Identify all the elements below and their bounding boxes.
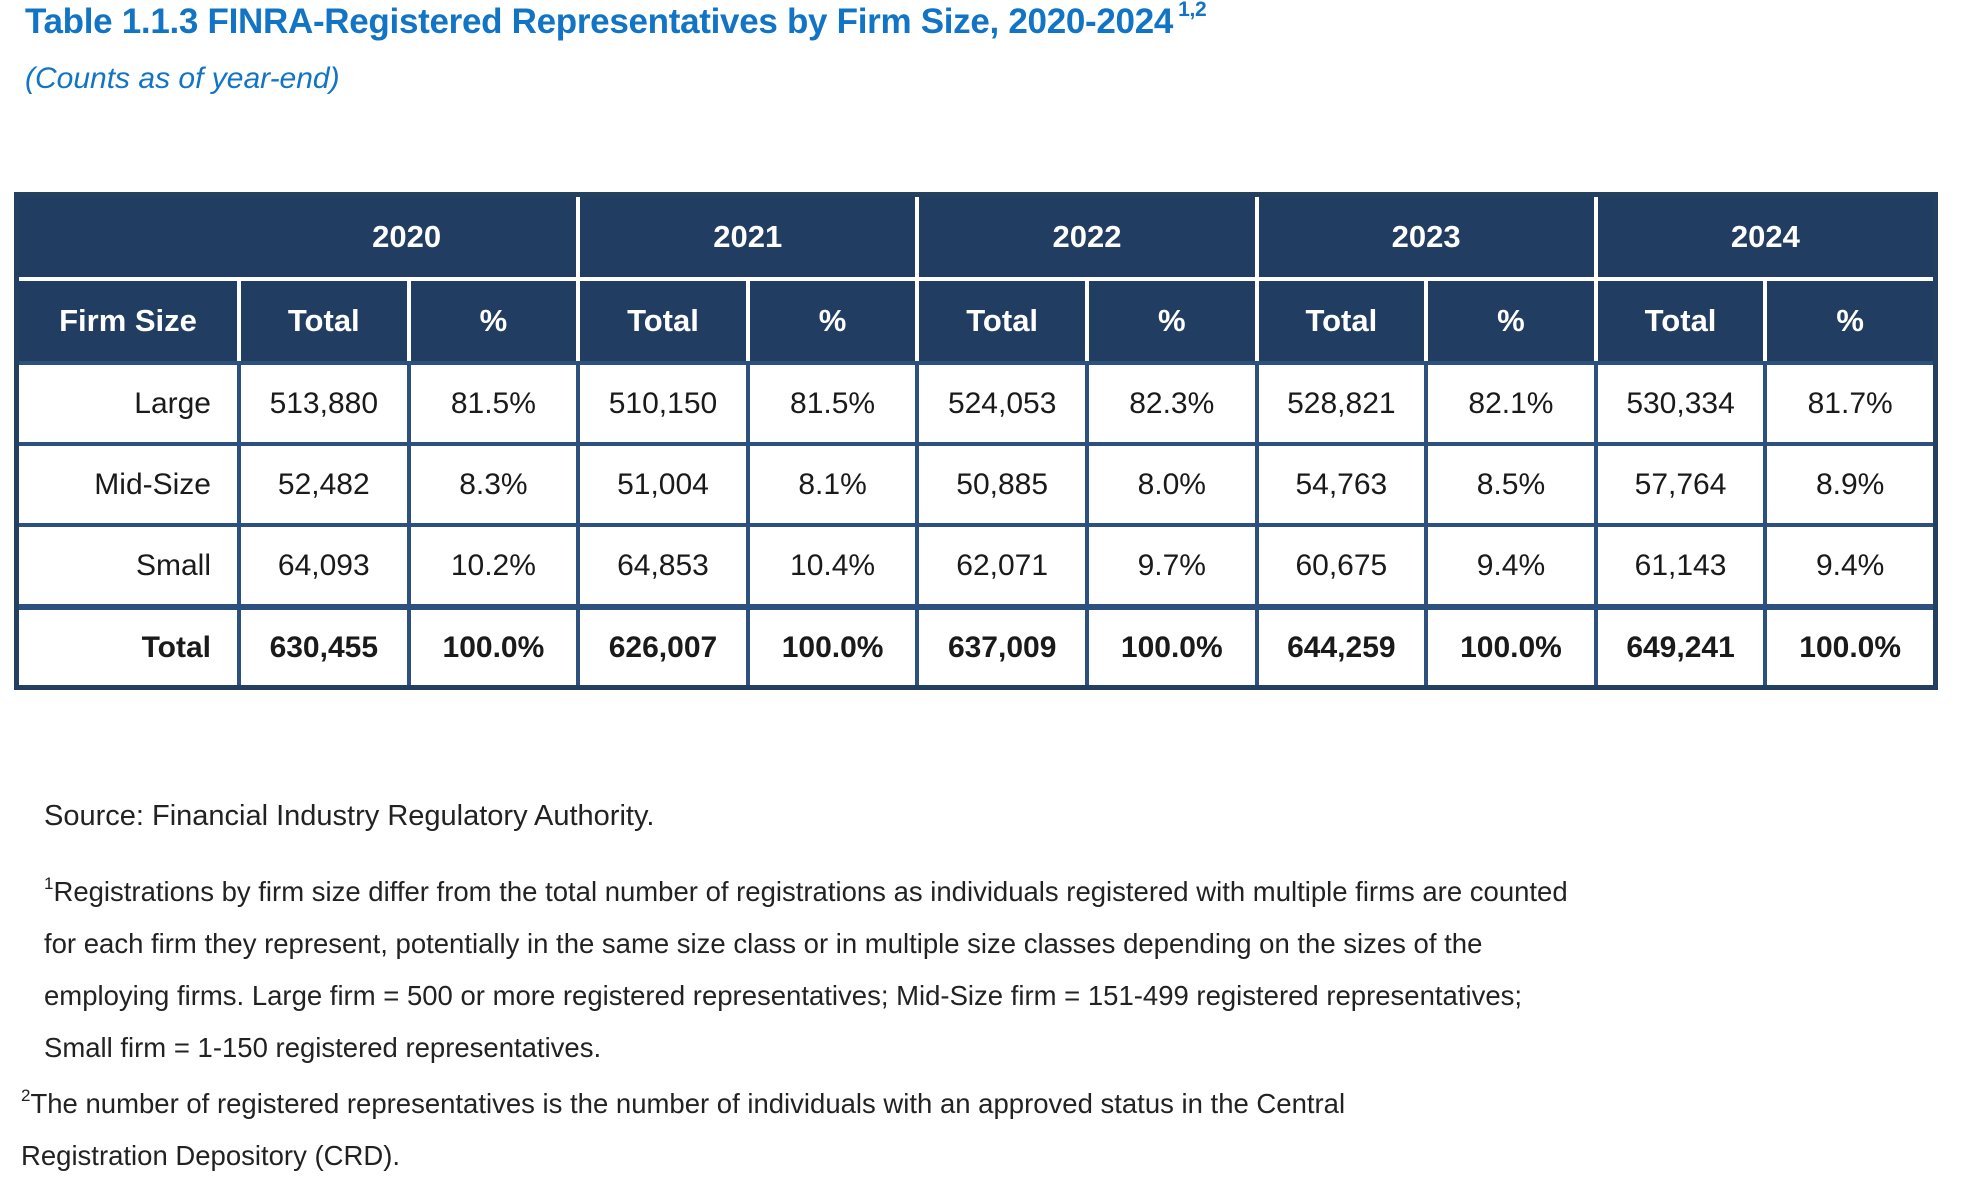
cell-large-2022-total: 524,053 <box>915 361 1085 442</box>
cell-small-2022-pct: 9.7% <box>1084 523 1255 604</box>
cell-large-2020-total: 513,880 <box>237 361 407 442</box>
cell-total-2024-pct: 100.0% <box>1763 604 1933 685</box>
cell-mid-2024-total: 57,764 <box>1593 442 1764 523</box>
cell-total-2022-pct: 100.0% <box>1084 604 1255 685</box>
column-header-row: Firm Size Total % Total % Total % Total … <box>19 281 1933 361</box>
cell-total-2024-total: 649,241 <box>1593 604 1764 685</box>
cell-mid-2020-pct: 8.3% <box>406 442 577 523</box>
footnote-1-marker: 1 <box>44 873 54 893</box>
cell-mid-2024-pct: 8.9% <box>1763 442 1933 523</box>
footnote-1: 1Registrations by firm size differ from … <box>44 866 1574 1074</box>
cell-large-2024-total: 530,334 <box>1593 361 1764 442</box>
row-label-large: Large <box>19 361 237 442</box>
table-row-small: Small 64,093 10.2% 64,853 10.4% 62,071 9… <box>19 523 1933 604</box>
cell-mid-2022-total: 50,885 <box>915 442 1085 523</box>
cell-total-2020-total: 630,455 <box>237 604 407 685</box>
cell-small-2024-total: 61,143 <box>1593 523 1764 604</box>
cell-mid-2021-pct: 8.1% <box>745 442 916 523</box>
cell-small-2022-total: 62,071 <box>915 523 1085 604</box>
title-footnote-superscript: 1,2 <box>1178 0 1207 22</box>
cell-large-2023-total: 528,821 <box>1254 361 1425 442</box>
column-header-total-2022: Total <box>915 281 1085 361</box>
column-header-total-2021: Total <box>576 281 746 361</box>
footnote-2-text: The number of registered representatives… <box>21 1088 1346 1171</box>
table-row-large: Large 513,880 81.5% 510,150 81.5% 524,05… <box>19 361 1933 442</box>
footnote-2: 2The number of registered representative… <box>21 1078 1466 1182</box>
cell-mid-2023-total: 54,763 <box>1254 442 1425 523</box>
year-header-2021: 2021 <box>576 197 916 281</box>
cell-small-2023-total: 60,675 <box>1254 523 1425 604</box>
year-header-2020: 2020 <box>237 197 577 281</box>
cell-small-2024-pct: 9.4% <box>1763 523 1933 604</box>
page-title: Table 1.1.3 FINRA-Registered Representat… <box>25 0 1207 42</box>
column-header-pct-2023: % <box>1424 281 1594 361</box>
year-header-2024: 2024 <box>1593 197 1933 281</box>
row-label-total: Total <box>19 604 237 685</box>
cell-large-2020-pct: 81.5% <box>406 361 577 442</box>
cell-mid-2022-pct: 8.0% <box>1084 442 1255 523</box>
row-label-mid-size: Mid-Size <box>19 442 237 523</box>
column-header-pct-2024: % <box>1763 281 1933 361</box>
column-header-firm-size: Firm Size <box>19 281 237 361</box>
year-header-2023: 2023 <box>1254 197 1594 281</box>
column-header-total-2020: Total <box>237 281 407 361</box>
table-row-mid-size: Mid-Size 52,482 8.3% 51,004 8.1% 50,885 … <box>19 442 1933 523</box>
column-header-total-2024: Total <box>1593 281 1764 361</box>
cell-small-2021-total: 64,853 <box>576 523 746 604</box>
cell-large-2024-pct: 81.7% <box>1763 361 1933 442</box>
year-header-row: 2020 2021 2022 2023 2024 <box>19 197 1933 281</box>
cell-small-2020-total: 64,093 <box>237 523 407 604</box>
cell-small-2021-pct: 10.4% <box>745 523 916 604</box>
cell-small-2020-pct: 10.2% <box>406 523 577 604</box>
cell-large-2023-pct: 82.1% <box>1424 361 1594 442</box>
year-header-2022: 2022 <box>915 197 1255 281</box>
page-subtitle: (Counts as of year-end) <box>25 62 340 95</box>
cell-small-2023-pct: 9.4% <box>1424 523 1594 604</box>
page-title-text: Table 1.1.3 FINRA-Registered Representat… <box>25 2 1174 41</box>
cell-mid-2020-total: 52,482 <box>237 442 407 523</box>
cell-total-2021-pct: 100.0% <box>745 604 916 685</box>
firm-size-table: 2020 2021 2022 2023 2024 Firm Size Total… <box>14 192 1938 690</box>
column-header-total-2023: Total <box>1254 281 1425 361</box>
cell-total-2020-pct: 100.0% <box>406 604 577 685</box>
cell-large-2021-pct: 81.5% <box>745 361 916 442</box>
column-header-pct-2020: % <box>406 281 577 361</box>
source-line: Source: Financial Industry Regulatory Au… <box>44 800 655 832</box>
cell-large-2021-total: 510,150 <box>576 361 746 442</box>
row-label-small: Small <box>19 523 237 604</box>
cell-total-2022-total: 637,009 <box>915 604 1085 685</box>
cell-total-2023-pct: 100.0% <box>1424 604 1594 685</box>
cell-total-2023-total: 644,259 <box>1254 604 1425 685</box>
footnote-1-text: Registrations by firm size differ from t… <box>44 876 1568 1063</box>
footnote-2-marker: 2 <box>21 1085 31 1105</box>
column-header-pct-2022: % <box>1084 281 1255 361</box>
table-row-total: Total 630,455 100.0% 626,007 100.0% 637,… <box>19 604 1933 685</box>
cell-total-2021-total: 626,007 <box>576 604 746 685</box>
cell-large-2022-pct: 82.3% <box>1084 361 1255 442</box>
column-header-pct-2021: % <box>745 281 916 361</box>
cell-mid-2023-pct: 8.5% <box>1424 442 1594 523</box>
corner-cell <box>19 197 237 281</box>
cell-mid-2021-total: 51,004 <box>576 442 746 523</box>
